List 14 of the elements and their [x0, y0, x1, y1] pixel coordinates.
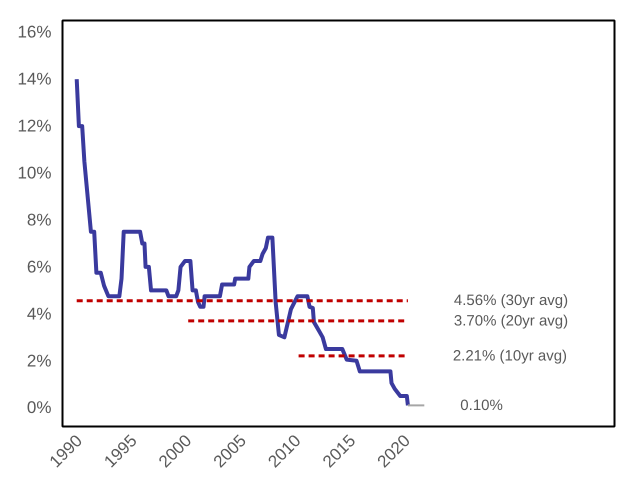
y-tick-label: 8% [26, 210, 52, 230]
y-tick-label: 2% [26, 351, 52, 370]
y-tick-label: 0% [26, 398, 52, 418]
y-tick-label: 4% [26, 304, 52, 324]
text: 3.70% (20yr avg) [454, 312, 568, 330]
y-tick-label: 12% [17, 116, 52, 136]
y-tick-label: 16% [17, 22, 52, 42]
annotation: 0.10% [460, 396, 503, 414]
line-series [74, 77, 410, 408]
y-tick-label: 10% [17, 164, 52, 183]
text: 4.56% (30yr avg) [454, 292, 568, 310]
y-tick-label: 14% [17, 70, 52, 89]
y-tick-label: 6% [26, 257, 52, 276]
text: 2.21% (10yr avg) [452, 347, 568, 364]
